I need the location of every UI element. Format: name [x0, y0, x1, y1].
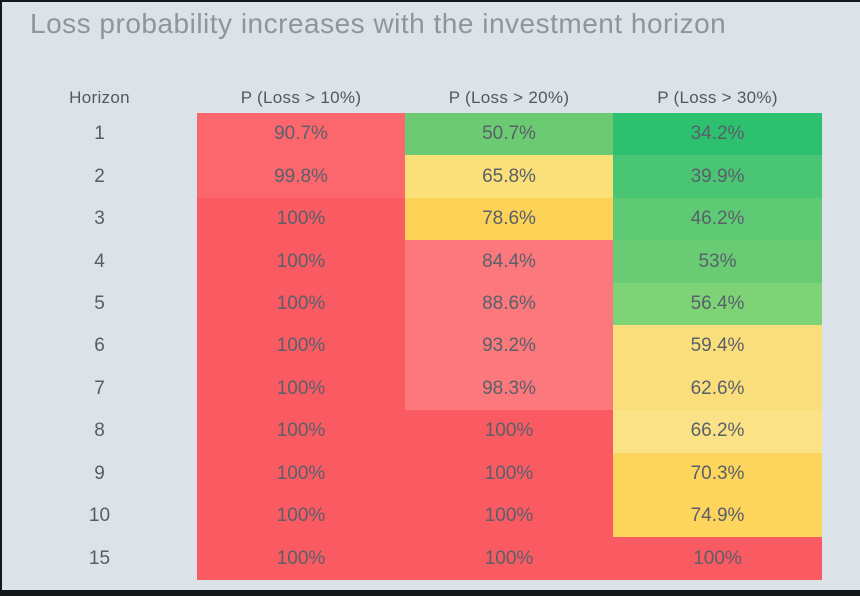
page-title: Loss probability increases with the inve… [30, 8, 727, 39]
probability-cell: 100% [197, 410, 405, 453]
probability-cell: 74.9% [613, 494, 822, 538]
probability-cell: 100% [405, 452, 613, 495]
horizon-label: 1 [94, 123, 105, 145]
probability-cell: 98.3% [405, 367, 613, 411]
probability-cell: 66.2% [613, 410, 822, 453]
horizon-label: 2 [94, 165, 105, 187]
probability-cell: 100% [197, 494, 405, 538]
table-row: 6 100% 93.2% 59.4% [2, 325, 822, 368]
column-header-loss-10: P (Loss > 10%) [240, 88, 362, 107]
table-header-row: Horizon P (Loss > 10%) P (Loss > 20%) P … [2, 83, 822, 113]
table-row: 7 100% 98.3% 62.6% [2, 367, 822, 411]
probability-cell: 100% [197, 197, 405, 241]
probability-cell: 56.4% [613, 282, 822, 326]
probability-cell: 62.6% [613, 367, 822, 411]
probability-cell: 100% [405, 537, 613, 580]
table-row: 1 90.7% 50.7% 34.2% [2, 113, 822, 156]
horizon-label: 3 [94, 208, 105, 230]
column-header-horizon: Horizon [69, 88, 130, 107]
probability-cell: 88.6% [405, 282, 613, 326]
probability-cell: 100% [405, 410, 613, 453]
probability-cell: 34.2% [613, 113, 822, 156]
horizon-label: 7 [94, 377, 105, 399]
probability-cell: 84.4% [405, 240, 613, 283]
probability-cell: 50.7% [405, 113, 613, 156]
horizon-label: 10 [88, 505, 111, 527]
probability-cell: 70.3% [613, 452, 822, 495]
probability-cell: 65.8% [405, 155, 613, 198]
table-row: 4 100% 84.4% 53% [2, 240, 822, 283]
probability-cell: 90.7% [197, 113, 405, 156]
horizon-label: 4 [94, 250, 105, 272]
probability-cell: 59.4% [613, 325, 822, 368]
heatmap-table: Horizon P (Loss > 10%) P (Loss > 20%) P … [2, 83, 822, 580]
probability-cell: 93.2% [405, 325, 613, 368]
column-header-loss-30: P (Loss > 30%) [657, 88, 778, 107]
probability-cell: 100% [197, 537, 405, 580]
probability-cell: 99.8% [197, 155, 405, 198]
probability-cell: 78.6% [405, 197, 613, 241]
horizon-label: 9 [94, 462, 105, 484]
table-row: 5 100% 88.6% 56.4% [2, 282, 822, 326]
probability-cell: 100% [613, 537, 822, 580]
horizon-label: 8 [94, 420, 105, 442]
column-header-loss-20: P (Loss > 20%) [448, 88, 570, 107]
probability-cell: 53% [613, 240, 822, 283]
probability-cell: 46.2% [613, 197, 822, 241]
table-row: 2 99.8% 65.8% 39.9% [2, 155, 822, 198]
horizon-label: 15 [88, 547, 111, 569]
table-row: 9 100% 100% 70.3% [2, 452, 822, 495]
probability-cell: 100% [197, 240, 405, 283]
probability-cell: 100% [197, 325, 405, 368]
heatmap-table-body: 1 90.7% 50.7% 34.2% 2 99.8% 65.8% 39.9% 3 100% 78.… [2, 113, 822, 580]
horizon-label: 5 [94, 292, 105, 314]
horizon-label: 6 [94, 335, 105, 357]
probability-cell: 39.9% [613, 155, 822, 198]
probability-cell: 100% [197, 367, 405, 411]
table-row: 15 100% 100% 100% [2, 537, 822, 580]
probability-cell: 100% [197, 282, 405, 326]
table-row: 10 100% 100% 74.9% [2, 494, 822, 538]
table-row: 3 100% 78.6% 46.2% [2, 197, 822, 241]
table-row: 8 100% 100% 66.2% [2, 410, 822, 453]
probability-cell: 100% [405, 494, 613, 538]
probability-cell: 100% [197, 452, 405, 495]
